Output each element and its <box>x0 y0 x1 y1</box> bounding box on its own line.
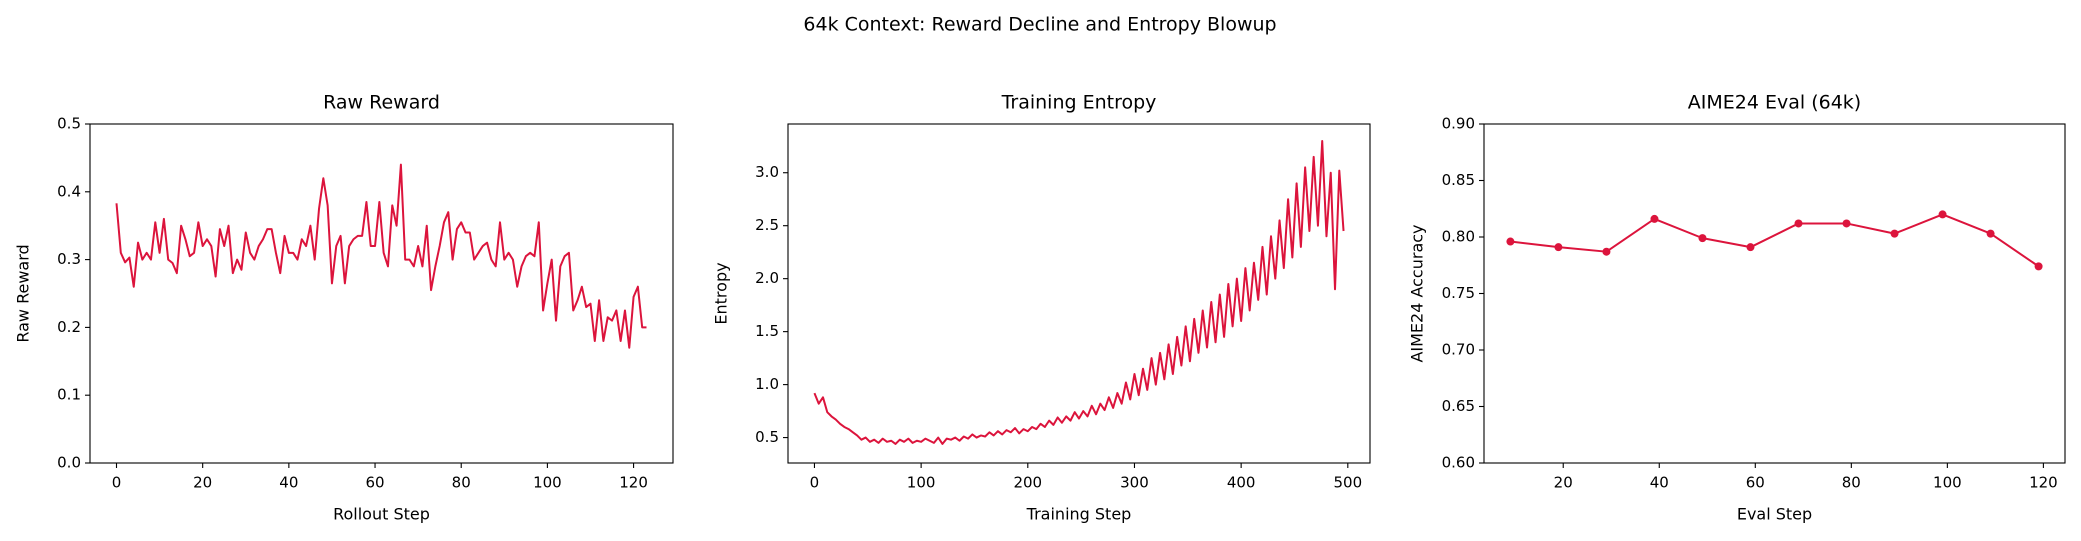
y-tick-label: 1.0 <box>755 375 779 393</box>
y-tick-label: 3.0 <box>755 163 779 181</box>
data-point <box>1506 237 1515 246</box>
data-point <box>1602 247 1611 256</box>
y-axis-label: AIME24 Accuracy <box>1408 224 1427 362</box>
data-point <box>1794 219 1803 228</box>
x-tick-label: 40 <box>279 474 298 492</box>
data-point <box>1890 229 1899 238</box>
subplot-title: AIME24 Eval (64k) <box>1688 92 1861 114</box>
y-axis-label: Raw Reward <box>14 244 33 342</box>
y-tick-label: 0.65 <box>1442 397 1475 415</box>
data-point <box>1698 234 1707 243</box>
y-tick-label: 2.5 <box>755 216 779 234</box>
x-axis-label: Eval Step <box>1737 505 1812 524</box>
x-tick-label: 200 <box>1013 474 1042 492</box>
y-tick-label: 0.5 <box>57 115 81 133</box>
data-point <box>2034 262 2043 271</box>
x-tick-label: 300 <box>1120 474 1149 492</box>
x-tick-label: 60 <box>1746 474 1765 492</box>
x-tick-label: 20 <box>1554 474 1573 492</box>
data-point <box>1650 214 1659 223</box>
y-tick-label: 0.3 <box>57 250 81 268</box>
data-point <box>1746 243 1755 252</box>
x-axis-label: Rollout Step <box>333 505 430 524</box>
x-tick-label: 0 <box>810 474 820 492</box>
axes-frame <box>1483 123 2066 464</box>
y-tick-label: 0.60 <box>1442 454 1475 472</box>
x-tick-label: 120 <box>619 474 648 492</box>
x-tick-label: 60 <box>365 474 384 492</box>
x-tick-label: 40 <box>1650 474 1669 492</box>
data-line <box>115 163 647 349</box>
y-tick-label: 0.5 <box>755 428 779 446</box>
x-tick-label: 20 <box>193 474 212 492</box>
axes-frame <box>787 123 1371 464</box>
x-tick-label: 120 <box>2029 474 2058 492</box>
x-tick-label: 80 <box>1842 474 1861 492</box>
x-tick-label: 0 <box>112 474 122 492</box>
x-axis-label: Training Step <box>1026 505 1132 524</box>
y-tick-label: 0.70 <box>1442 341 1475 359</box>
y-tick-label: 0.2 <box>57 318 81 336</box>
axes-frame <box>89 123 674 464</box>
x-tick-label: 100 <box>533 474 562 492</box>
x-tick-label: 500 <box>1333 474 1362 492</box>
data-point <box>1986 229 1995 238</box>
y-tick-label: 0.80 <box>1442 228 1475 246</box>
data-line <box>813 139 1345 445</box>
figure-title: 64k Context: Reward Decline and Entropy … <box>803 14 1276 36</box>
x-tick-label: 80 <box>452 474 471 492</box>
subplot-title: Raw Reward <box>323 92 440 114</box>
y-tick-label: 0.0 <box>57 454 81 472</box>
y-tick-label: 1.5 <box>755 322 779 340</box>
data-point <box>1842 219 1851 228</box>
y-tick-label: 0.90 <box>1442 115 1475 133</box>
x-tick-label: 100 <box>907 474 936 492</box>
data-point <box>1554 243 1563 252</box>
x-tick-label: 400 <box>1227 474 1256 492</box>
y-tick-label: 0.85 <box>1442 171 1475 189</box>
data-point <box>1938 210 1947 219</box>
x-tick-label: 100 <box>1933 474 1962 492</box>
subplot-title: Training Entropy <box>1001 92 1157 114</box>
data-line <box>1510 213 2040 268</box>
y-tick-label: 2.0 <box>755 269 779 287</box>
y-axis-label: Entropy <box>712 262 731 324</box>
y-tick-label: 0.1 <box>57 386 81 404</box>
y-tick-label: 0.75 <box>1442 284 1475 302</box>
y-tick-label: 0.4 <box>57 182 81 200</box>
